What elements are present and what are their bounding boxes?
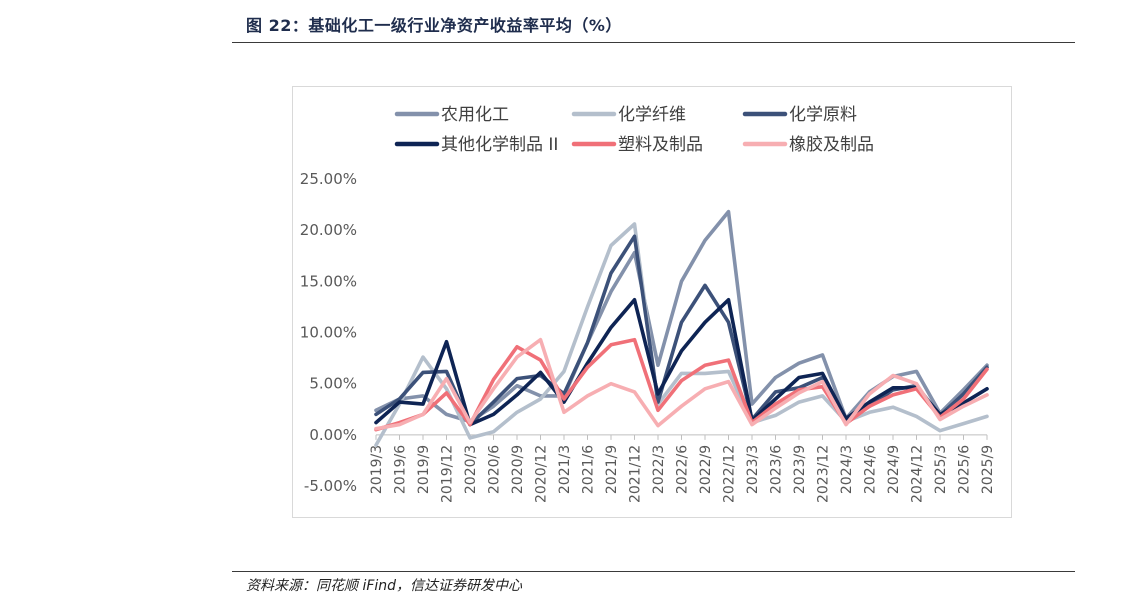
- chart-frame: [292, 86, 1012, 518]
- y-tick-label: 15.00%: [300, 272, 357, 290]
- x-tick-label: 2023/9: [792, 445, 808, 494]
- y-tick-label: 25.00%: [300, 170, 357, 188]
- legend-label: 橡胶及制品: [789, 135, 874, 155]
- y-tick-label: 0.00%: [309, 426, 357, 444]
- series-line: [374, 298, 989, 427]
- x-tick-label: 2025/9: [980, 445, 996, 494]
- y-axis: 25.00% 20.00% 15.00% 10.00% 5.00% 0.00% -5.00%: [300, 170, 357, 495]
- x-tick-label: 2022/9: [698, 445, 714, 494]
- x-tick-label: 2021/9: [604, 445, 620, 494]
- x-tick-label: 2023/3: [745, 445, 761, 494]
- x-tick-label: 2020/6: [487, 445, 503, 494]
- y-tick-label: 20.00%: [300, 221, 357, 239]
- x-tick-label: 2020/3: [463, 445, 479, 494]
- legend-label: 化学原料: [789, 105, 857, 125]
- x-tick-label: 2020/9: [510, 445, 526, 494]
- source-note: 资料来源：同花顺 iFind，信达证券研发中心: [246, 578, 523, 594]
- x-tick-label: 2024/12: [910, 445, 926, 503]
- y-tick-label: 10.00%: [300, 324, 357, 342]
- x-tick-label: 2025/6: [957, 445, 973, 494]
- figure-title: 图 22：基础化工一级行业净资产收益率平均（%）: [246, 16, 622, 35]
- x-tick-label: 2019/12: [440, 445, 456, 503]
- bottom-divider: [232, 571, 1075, 572]
- x-tick-label: 2019/9: [416, 445, 432, 494]
- legend-label: 塑料及制品: [618, 135, 703, 155]
- x-tick-label: 2021/6: [581, 445, 597, 494]
- x-tick-label: 2024/9: [886, 445, 902, 494]
- x-tick-label: 2021/3: [557, 445, 573, 494]
- x-tick-label: 2019/6: [393, 445, 409, 494]
- x-tick-label: 2024/3: [839, 445, 855, 494]
- legend-label: 其他化学制品 II: [441, 135, 558, 155]
- legend-label: 化学纤维: [618, 105, 686, 125]
- top-divider: [232, 42, 1075, 43]
- x-tick-label: 2021/12: [628, 445, 644, 503]
- series-line: [374, 337, 989, 431]
- x-tick-label: 2025/3: [933, 445, 949, 494]
- y-tick-label: 5.00%: [309, 375, 357, 393]
- x-tick-label: 2023/6: [769, 445, 785, 494]
- x-axis: 2019/3 2019/6 2019/9 2019/12 2020/3 2020/6 202…: [369, 434, 996, 503]
- x-tick-label: 2022/6: [675, 445, 691, 494]
- x-tick-label: 2019/3: [369, 445, 385, 494]
- x-tick-label: 2024/6: [863, 445, 879, 494]
- series-line: [374, 234, 989, 427]
- x-tick-label: 2020/12: [534, 445, 550, 503]
- x-tick-label: 2022/3: [651, 445, 667, 494]
- x-tick-label: 2022/12: [722, 445, 738, 503]
- series-line: [374, 222, 989, 447]
- legend-label: 农用化工: [441, 105, 509, 125]
- y-tick-label: -5.00%: [304, 477, 357, 495]
- x-tick-label: 2023/12: [816, 445, 832, 503]
- series-lines: [374, 209, 989, 447]
